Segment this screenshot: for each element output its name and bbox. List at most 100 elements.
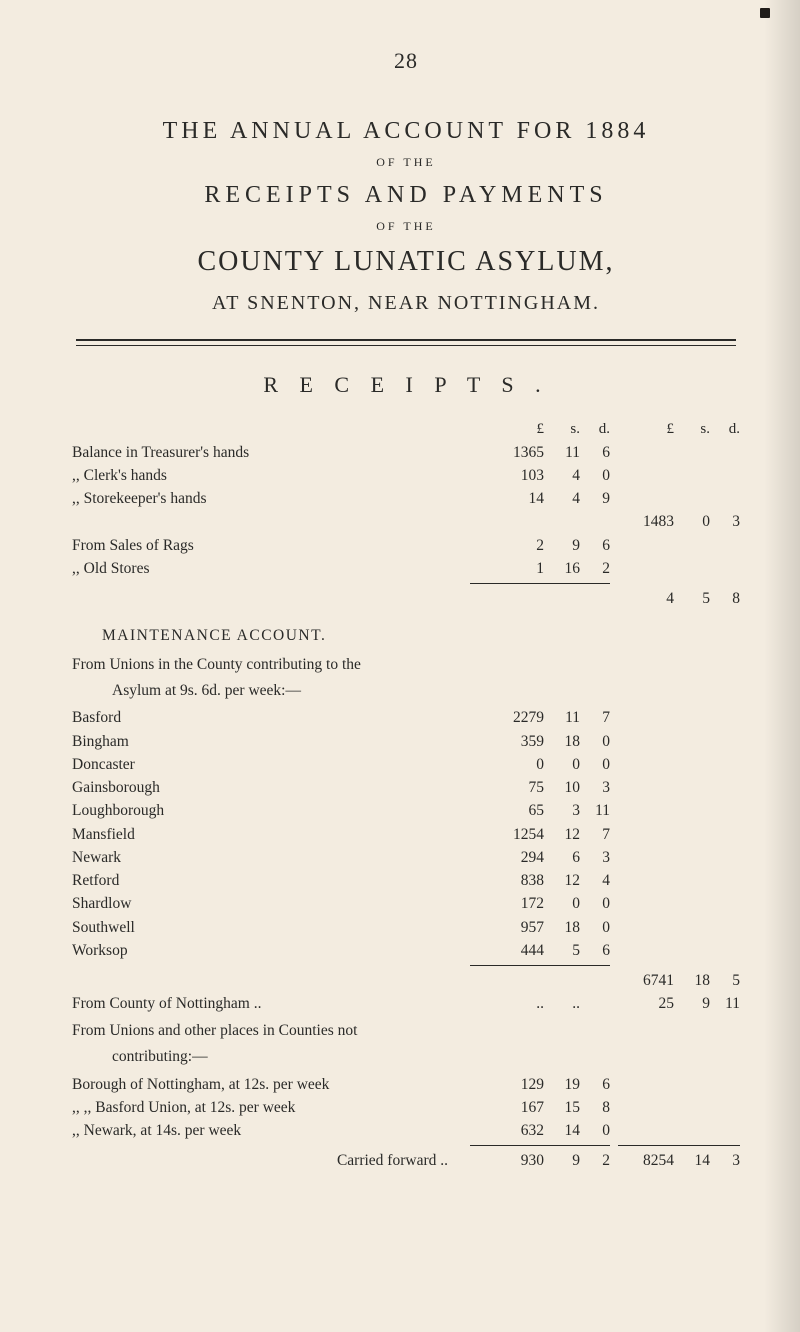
- noncontrib-para-1: From Unions and other places in Counties…: [72, 1020, 740, 1042]
- cell-shillings: 9: [544, 534, 580, 557]
- cell-pounds: 1254: [490, 823, 544, 846]
- cell-pounds: 359: [490, 730, 544, 753]
- page-corner-mark: [760, 8, 770, 18]
- page-number: 28: [72, 48, 740, 74]
- cell-pence: 0: [580, 464, 610, 487]
- cell-pence: 9: [580, 487, 610, 510]
- cell-pence: 0: [580, 916, 610, 939]
- carried-outer-L: 8254: [620, 1149, 674, 1172]
- cell-shillings: 10: [544, 776, 580, 799]
- cell-pounds: 129: [490, 1073, 544, 1096]
- cell-pounds: 0: [490, 753, 544, 776]
- cell-pounds: 957: [490, 916, 544, 939]
- row-label: Doncaster: [72, 753, 460, 776]
- cell-shillings: 5: [544, 939, 580, 962]
- sales-outer-total-row: 4 5 8: [72, 587, 740, 610]
- carried-outer-d: 3: [710, 1149, 740, 1172]
- row-label: ,, Old Stores: [72, 557, 460, 580]
- row-label: From Sales of Rags: [72, 534, 460, 557]
- nottingham-row: From County of Nottingham .. .... 25 9 1…: [72, 992, 740, 1015]
- cell-pounds: 172: [490, 892, 544, 915]
- maintenance-total-L: 6741: [620, 969, 674, 992]
- table-row: ,, Newark, at 14s. per week632140: [72, 1119, 740, 1142]
- row-label: Worksop: [72, 939, 460, 962]
- cell-pence: 11: [580, 799, 610, 822]
- document-page: 28 THE ANNUAL ACCOUNT FOR 1884 OF THE RE…: [0, 0, 800, 1332]
- table-row: ,, Storekeeper's hands1449: [72, 487, 740, 510]
- balance-outer-total-row: 1483 0 3: [72, 510, 740, 533]
- row-label: Southwell: [72, 916, 460, 939]
- maintenance-total-s: 18: [674, 969, 710, 992]
- sales-inner-rule: [72, 580, 740, 587]
- col-pence-outer: d.: [710, 418, 740, 441]
- row-label: ,, Clerk's hands: [72, 464, 460, 487]
- cell-pounds: 1365: [490, 441, 544, 464]
- nottingham-label: From County of Nottingham ..: [72, 992, 460, 1015]
- cell-pence: 6: [580, 1073, 610, 1096]
- cell-shillings: 18: [544, 730, 580, 753]
- carried-outer-s: 14: [674, 1149, 710, 1172]
- cell-pence: 0: [580, 892, 610, 915]
- row-label: ,, Storekeeper's hands: [72, 487, 460, 510]
- cell-pounds: 75: [490, 776, 544, 799]
- table-row: Basford2279117: [72, 706, 740, 729]
- cell-pounds: 294: [490, 846, 544, 869]
- cell-pounds: 838: [490, 869, 544, 892]
- cell-pence: 8: [580, 1096, 610, 1119]
- row-label: Borough of Nottingham, at 12s. per week: [72, 1073, 460, 1096]
- title-annual-account: THE ANNUAL ACCOUNT FOR 1884: [72, 118, 740, 145]
- nottingham-s: 9: [674, 992, 710, 1015]
- cell-shillings: 18: [544, 916, 580, 939]
- cell-pence: 7: [580, 706, 610, 729]
- cell-shillings: 12: [544, 869, 580, 892]
- noncontrib-para-2: contributing:—: [72, 1046, 740, 1068]
- table-row: Mansfield1254127: [72, 823, 740, 846]
- cell-pounds: 65: [490, 799, 544, 822]
- cell-pence: 6: [580, 939, 610, 962]
- table-row: Bingham359180: [72, 730, 740, 753]
- balance-block: Balance in Treasurer's hands1365116,, Cl…: [72, 441, 740, 511]
- receipts-table: £ s. d. £ s. d. Balance in Treasurer's h…: [72, 418, 740, 1173]
- carried-inner-d: 2: [580, 1149, 610, 1172]
- balance-total-d: 3: [710, 510, 740, 533]
- column-headers: £ s. d. £ s. d.: [72, 418, 740, 441]
- cell-pounds: 14: [490, 487, 544, 510]
- table-row: Borough of Nottingham, at 12s. per week 1…: [72, 1073, 740, 1096]
- maintenance-intro-1: From Unions in the County contributing t…: [72, 654, 740, 676]
- table-row: Retford 838124: [72, 869, 740, 892]
- section-receipts: R E C E I P T S .: [72, 372, 740, 398]
- cell-pence: 6: [580, 534, 610, 557]
- row-label: Loughborough: [72, 799, 460, 822]
- row-label: Mansfield: [72, 823, 460, 846]
- col-pence-inner: d.: [580, 418, 610, 441]
- cell-shillings: 0: [544, 892, 580, 915]
- row-label: Retford: [72, 869, 460, 892]
- table-row: Newark29463: [72, 846, 740, 869]
- cell-pence: 4: [580, 869, 610, 892]
- title-receipts-payments: RECEIPTS AND PAYMENTS: [72, 182, 740, 209]
- table-row: Doncaster000: [72, 753, 740, 776]
- row-label: Basford: [72, 706, 460, 729]
- cell-pounds: 2: [490, 534, 544, 557]
- row-label: ,, ,, Basford Union, at 12s. per week: [72, 1096, 460, 1119]
- of-the-1: OF THE: [72, 155, 740, 170]
- carried-inner-L: 930: [490, 1149, 544, 1172]
- cell-shillings: 14: [544, 1119, 580, 1142]
- noncontrib-block: Borough of Nottingham, at 12s. per week 1…: [72, 1073, 740, 1143]
- table-row: ,, Clerk's hands10340: [72, 464, 740, 487]
- cell-pence: 0: [580, 730, 610, 753]
- table-row: Gainsborough75103: [72, 776, 740, 799]
- row-label: Balance in Treasurer's hands: [72, 441, 460, 464]
- nottingham-d: 11: [710, 992, 740, 1015]
- horizontal-rule: [76, 339, 736, 346]
- cell-pounds: 2279: [490, 706, 544, 729]
- table-row: Southwell 957180: [72, 916, 740, 939]
- col-shillings-inner: s.: [544, 418, 580, 441]
- row-label: ,, Newark, at 14s. per week: [72, 1119, 460, 1142]
- sales-total-s: 5: [674, 587, 710, 610]
- cell-pounds: 167: [490, 1096, 544, 1119]
- maintenance-inner-rule: [72, 962, 740, 969]
- col-pounds-inner: £: [490, 418, 544, 441]
- cell-pence: 0: [580, 753, 610, 776]
- table-row: ,, ,, Basford Union, at 12s. per week 167…: [72, 1096, 740, 1119]
